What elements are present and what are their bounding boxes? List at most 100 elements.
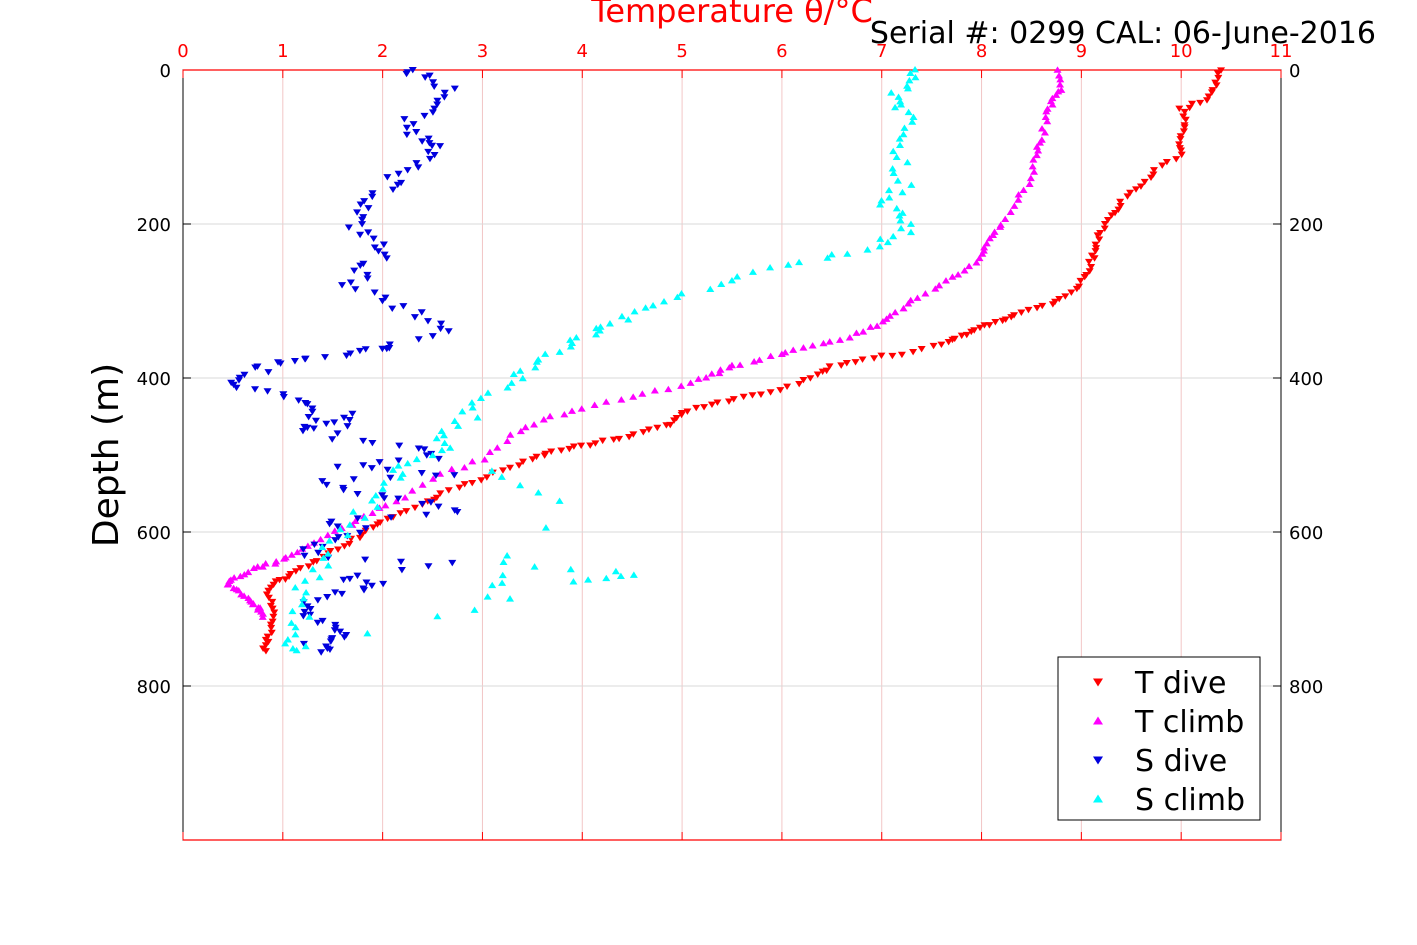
data-point [908, 118, 917, 125]
data-point [572, 333, 581, 341]
data-point [258, 563, 267, 570]
data-point [569, 578, 578, 585]
data-point [460, 481, 469, 488]
data-point [591, 440, 600, 447]
data-point [287, 619, 296, 626]
data-point [1091, 241, 1100, 248]
data-point [301, 642, 310, 650]
data-point [873, 322, 882, 329]
data-point [629, 571, 638, 578]
data-point [325, 521, 334, 528]
data-point [428, 333, 437, 340]
data-point [288, 607, 297, 615]
x-tick-label: 4 [577, 41, 588, 62]
data-point [1033, 304, 1042, 312]
data-point [394, 495, 403, 502]
data-point [291, 584, 300, 591]
data-point [851, 359, 860, 366]
data-point [965, 262, 974, 270]
data-point [1180, 108, 1189, 116]
data-point [434, 455, 443, 463]
data-point [1090, 255, 1099, 262]
data-point [299, 613, 308, 620]
data-point [909, 349, 918, 356]
data-point [1179, 128, 1188, 135]
data-point [894, 93, 903, 100]
data-point [1055, 72, 1064, 79]
data-point [639, 429, 648, 436]
data-point [355, 529, 364, 537]
data-point [842, 360, 851, 367]
data-point [900, 124, 909, 131]
data-point [361, 525, 370, 532]
data-point [975, 324, 984, 332]
data-point [467, 399, 476, 406]
data-point [403, 459, 412, 467]
data-point [1067, 289, 1076, 296]
data-point [876, 235, 885, 242]
data-point [1055, 295, 1064, 303]
data-point [351, 286, 360, 293]
data-point [402, 70, 411, 78]
data-point [1007, 314, 1016, 321]
data-point [270, 609, 279, 616]
data-point [877, 196, 886, 204]
data-point [360, 587, 369, 594]
data-point [323, 550, 332, 557]
data-point [595, 327, 604, 334]
data-point [400, 116, 409, 123]
data-point [488, 581, 497, 589]
legend-label: S climb [1135, 783, 1245, 818]
data-point [356, 262, 365, 270]
data-point [519, 458, 528, 466]
data-point [808, 342, 817, 349]
data-point [458, 407, 467, 415]
data-point [368, 509, 377, 517]
data-point [893, 177, 902, 184]
data-point [385, 341, 394, 348]
x-tick-label: 11 [1270, 41, 1293, 62]
data-point [343, 423, 352, 430]
data-point [345, 575, 354, 583]
data-point [362, 579, 371, 586]
data-point [948, 273, 957, 280]
data-point [498, 571, 507, 579]
data-point [417, 470, 426, 477]
data-point [1053, 66, 1062, 73]
data-point [313, 597, 322, 604]
data-point [899, 304, 908, 312]
data-point [724, 398, 733, 405]
data-point [446, 444, 455, 451]
data-point [291, 630, 300, 638]
data-point [1177, 151, 1186, 159]
data-point [375, 459, 384, 466]
data-point [546, 412, 555, 420]
data-point [414, 164, 423, 171]
data-point [692, 404, 701, 412]
data-point [355, 534, 364, 542]
data-point [534, 489, 543, 496]
data-point [359, 462, 368, 469]
data-point [929, 342, 938, 350]
x-tick-label: 10 [1170, 41, 1193, 62]
data-point [363, 629, 372, 637]
data-point [825, 338, 834, 345]
data-point [437, 446, 446, 454]
data-point [420, 446, 429, 453]
legend: T dive T climb S dive S climb [1057, 656, 1261, 821]
data-point [931, 285, 940, 292]
data-point [402, 124, 411, 132]
data-point [539, 416, 548, 423]
data-point [975, 254, 984, 262]
data-point [394, 457, 403, 464]
data-point [369, 524, 378, 531]
data-point [339, 576, 348, 584]
data-point [267, 624, 276, 632]
data-point [766, 352, 775, 360]
data-point [896, 97, 905, 105]
data-point [311, 417, 320, 425]
data-point [331, 537, 340, 544]
data-point [330, 419, 339, 426]
data-point [602, 398, 611, 405]
data-point [308, 565, 317, 573]
